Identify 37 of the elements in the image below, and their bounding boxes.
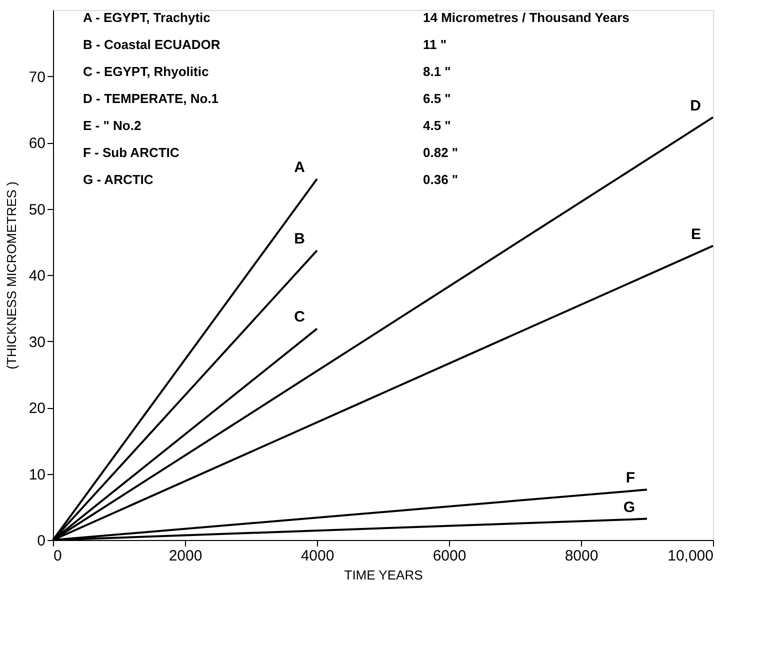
annotation: F - Sub ARCTIC	[83, 145, 180, 160]
x-tick-label: 4000	[300, 548, 334, 564]
y-axis-title: (THICKNESS MICROMETRES )	[4, 182, 19, 370]
annotation: 4.5 "	[423, 118, 451, 133]
series-label: C	[294, 308, 306, 326]
series-label: A	[294, 158, 306, 176]
annotation: 11 "	[423, 37, 447, 52]
annotation: 0.82 "	[423, 145, 458, 160]
annotation: 0.36 "	[423, 172, 458, 187]
y-tick-label: 70	[28, 68, 46, 86]
x-tick-label: 8000	[564, 548, 598, 564]
y-tick-label: 20	[28, 400, 46, 417]
annotation: A - EGYPT, Trachytic	[83, 10, 210, 25]
annotation: 14 Micrometres / Thousand Years	[423, 10, 630, 25]
y-tick-label: 10	[28, 466, 46, 484]
annotation: 8.1 "	[423, 64, 451, 79]
x-tick-label: 6000	[432, 548, 466, 564]
x-axis-title: TIME YEARS	[344, 568, 424, 582]
annotation: 6.5 "	[423, 91, 451, 106]
x-tick-label: 10,000	[668, 548, 714, 564]
series-label: E	[690, 226, 701, 243]
series-label: B	[294, 230, 306, 248]
series-label: G	[623, 498, 635, 516]
y-tick-label: 60	[28, 135, 46, 152]
series-label: F	[626, 470, 635, 487]
y-tick-label: 0	[37, 532, 46, 550]
annotation: B - Coastal ECUADOR	[83, 37, 221, 52]
x-tick-label: 0	[54, 548, 62, 564]
y-tick-label: 40	[28, 268, 46, 284]
annotation: G - ARCTIC	[83, 172, 154, 187]
y-tick-label: 30	[28, 334, 46, 351]
annotation: C - EGYPT, Rhyolitic	[83, 64, 209, 79]
x-tick-label: 2000	[168, 548, 202, 564]
y-tick-label: 50	[28, 201, 46, 218]
annotation: D - TEMPERATE, No.1	[83, 91, 219, 106]
annotation: E - " No.2	[83, 118, 142, 133]
series-label: D	[690, 97, 702, 114]
